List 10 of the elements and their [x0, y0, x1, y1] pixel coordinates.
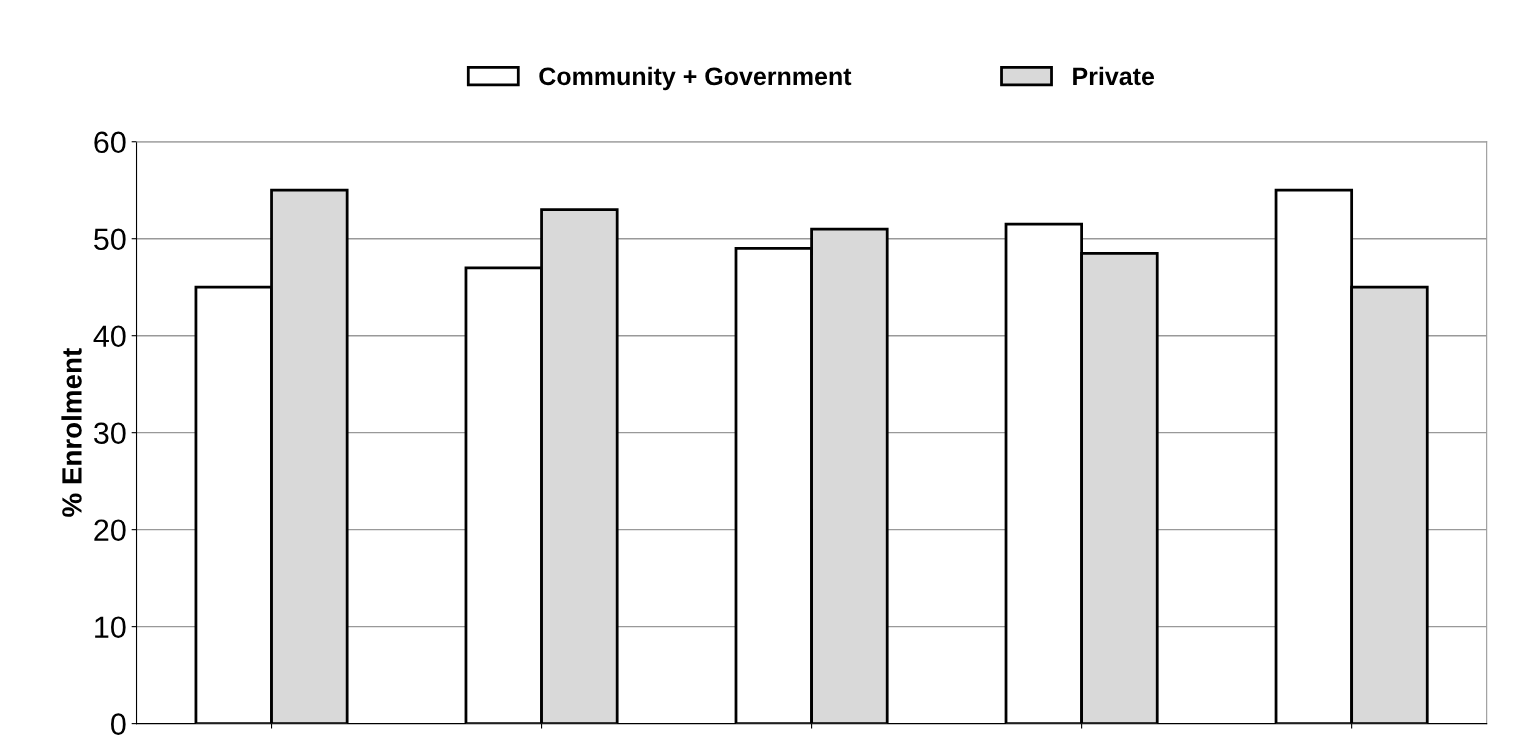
y-tick-label: 10 — [95, 616, 126, 639]
y-tick-label: 60 — [94, 131, 126, 154]
y-tick-label: 50 — [94, 228, 126, 251]
y-tick-label: 20 — [94, 519, 126, 542]
legend-label: Private — [1073, 66, 1155, 86]
y-tick-label: 0 — [111, 713, 126, 735]
y-tick-label: 30 — [93, 422, 126, 445]
y-axis-title: % Enrolment — [61, 348, 82, 517]
y-tick-label: 40 — [93, 325, 126, 348]
legend-label: Community + Government — [539, 66, 852, 91]
